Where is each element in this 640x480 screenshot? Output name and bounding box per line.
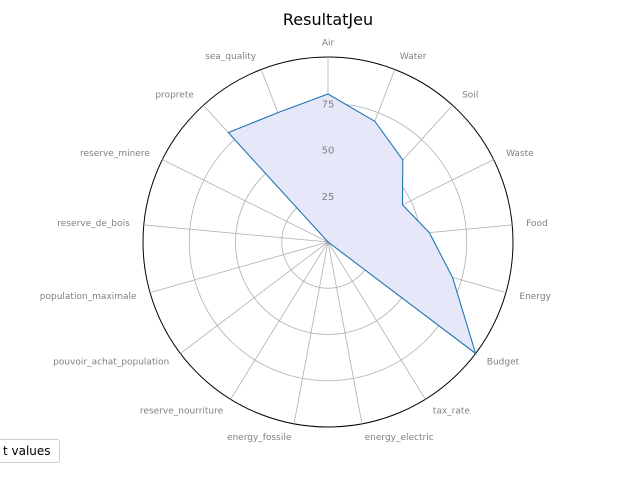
axis-label-reserve-de-bois: reserve_de_bois <box>57 219 130 229</box>
legend-entry-label: t values <box>3 444 51 458</box>
axis-label-tax-rate: tax_rate <box>433 407 471 417</box>
axis-label-energy-fossile: energy_fossile <box>227 433 292 443</box>
legend: t values <box>0 439 60 463</box>
chart-title: ResultatJeu <box>283 10 373 29</box>
grid-spoke <box>327 241 363 424</box>
series-area <box>228 94 476 354</box>
grid-spoke <box>143 224 329 243</box>
axis-label-energy: Energy <box>519 292 551 302</box>
axis-label-population-maximale: population_maximale <box>40 292 137 302</box>
grid-spoke <box>162 159 329 243</box>
grid-spoke <box>293 241 329 424</box>
radial-tick-label: 50 <box>322 146 335 157</box>
axis-label-waste: Waste <box>506 149 534 159</box>
axis-label-sea-quality: sea_quality <box>205 52 257 62</box>
radar-series <box>227 93 477 355</box>
axis-label-water: Water <box>400 52 427 62</box>
grid-spoke <box>230 241 329 400</box>
radial-tick-label: 25 <box>322 192 335 203</box>
grid-spoke <box>180 241 329 354</box>
radial-tick-label: 75 <box>322 99 335 110</box>
series-line <box>227 93 477 355</box>
axis-label-pouvoir-achat-population: pouvoir_achat_population <box>53 357 169 367</box>
grid-spoke <box>149 241 329 294</box>
axis-label-budget: Budget <box>487 357 520 367</box>
axis-label-reserve-nourriture: reserve_nourriture <box>140 407 224 417</box>
radar-axis-labels: 25 50 75 Air Water Soil Waste Food Energy Budget t… <box>40 39 552 444</box>
axis-label-soil: Soil <box>462 90 478 100</box>
axis-label-energy-electric: energy_electric <box>365 433 434 443</box>
axis-label-food: Food <box>526 219 548 229</box>
axis-label-proprete: proprete <box>155 90 194 100</box>
grid-spoke <box>327 241 426 400</box>
axis-label-air: Air <box>322 39 335 49</box>
axis-label-reserve-minere: reserve_minere <box>80 149 150 159</box>
